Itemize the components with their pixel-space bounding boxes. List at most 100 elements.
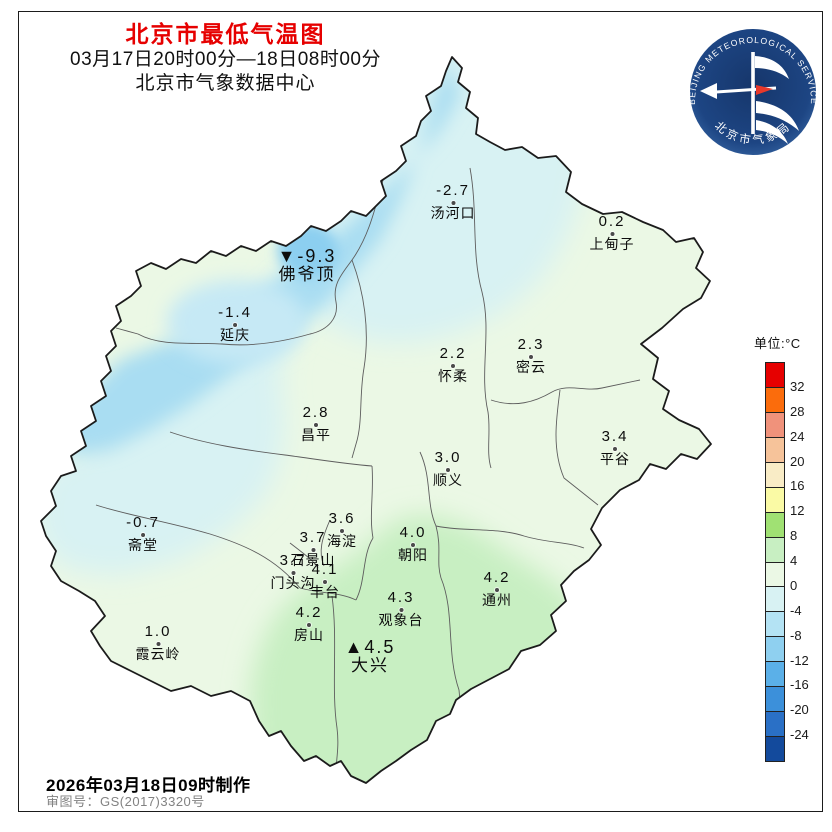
station-value: 4.2 xyxy=(483,569,511,586)
station-value: 0.2 xyxy=(598,213,626,230)
station-value: ▲4.5 xyxy=(344,637,396,657)
station-dot-icon xyxy=(291,571,295,575)
legend-color-block xyxy=(766,363,784,388)
station-value: 3.0 xyxy=(434,449,462,466)
station-shunyi: 3.0 顺义 xyxy=(433,450,463,488)
legend-tick-labels: 32 28 24 20 16 12 8 4 0 -4 -8 -12 -16 -20 -24 xyxy=(790,362,824,760)
legend-color-block xyxy=(766,587,784,613)
station-value: 3.7 xyxy=(299,529,327,546)
station-name: 观象台 xyxy=(378,612,424,628)
station-huairou: 2.2 怀柔 xyxy=(438,346,468,384)
station-value: 2.2 xyxy=(439,345,467,362)
legend-tick: 28 xyxy=(790,403,805,419)
legend-color-block xyxy=(766,537,784,563)
legend-color-block xyxy=(766,612,784,638)
station-dot-icon xyxy=(451,364,455,368)
station-value: 4.2 xyxy=(295,604,323,621)
station-dot-icon xyxy=(140,533,145,537)
station-zhaitang: -0.7 斋堂 xyxy=(126,515,160,553)
station-value: 2.3 xyxy=(517,336,545,353)
station-name: 石景山 xyxy=(290,552,336,568)
legend-tick: -16 xyxy=(790,677,809,693)
station-dot-icon xyxy=(451,201,455,205)
station-dot-icon xyxy=(311,548,315,552)
time-period: 03月17日20时00分—18日08时00分 xyxy=(70,49,381,70)
legend-unit-label: 单位:°C xyxy=(754,336,801,351)
shade-northwest-band xyxy=(60,60,460,455)
legend-color-block xyxy=(766,687,784,713)
station-dot-icon xyxy=(610,232,614,236)
station-shangdianzi: 0.2 上甸子 xyxy=(590,214,635,252)
station-dot-icon xyxy=(399,608,403,612)
station-name: 斋堂 xyxy=(127,537,158,553)
station-mentougou: 3.7 门头沟 xyxy=(271,553,316,591)
legend-tick: -12 xyxy=(790,652,809,668)
station-dot-icon xyxy=(314,423,318,427)
legend-tick: 16 xyxy=(790,478,805,494)
station-xiayunling: 1.0 霞云岭 xyxy=(136,624,181,662)
legend-tick: -8 xyxy=(790,627,802,643)
station-chaoyang: 4.0 朝阳 xyxy=(398,525,428,563)
station-dot-icon xyxy=(156,642,160,646)
station-fengtai: 4.1 丰台 xyxy=(310,562,340,600)
station-value: 3.6 xyxy=(328,510,356,527)
legend-color-block xyxy=(766,437,784,463)
station-changping: 2.8 昌平 xyxy=(301,405,331,443)
legend-tick: -4 xyxy=(790,602,802,618)
station-name: 海淀 xyxy=(327,533,357,549)
page-title: 北京市最低气温图 xyxy=(125,21,326,47)
legend-tick: 20 xyxy=(790,453,805,469)
station-name: 房山 xyxy=(294,627,324,643)
station-dot-icon xyxy=(411,543,415,547)
station-dot-icon xyxy=(613,447,617,451)
station-miyun: 2.3 密云 xyxy=(516,337,546,375)
station-value: -0.7 xyxy=(126,514,160,531)
station-guanxiangtai: 4.3 观象台 xyxy=(379,590,424,628)
station-value: 4.3 xyxy=(387,589,415,606)
station-name: 怀柔 xyxy=(438,368,468,384)
legend-tick: 8 xyxy=(790,528,798,544)
legend-color-block xyxy=(766,387,784,413)
legend-color-block xyxy=(766,462,784,488)
station-fangshan: 4.2 房山 xyxy=(294,605,324,643)
station-daxing: ▲4.5 大兴 xyxy=(345,637,396,675)
legend-color-block xyxy=(766,737,784,761)
legend-tick: -24 xyxy=(790,727,809,743)
legend-color-block xyxy=(766,562,784,588)
station-dot-icon xyxy=(232,323,237,327)
legend-color-block xyxy=(766,412,784,438)
legend-color-block xyxy=(766,637,784,663)
station-name: 延庆 xyxy=(219,327,250,343)
legend-tick: 32 xyxy=(790,378,805,394)
weather-vane-icon xyxy=(700,52,799,144)
legend-color-bar xyxy=(765,362,785,762)
station-value: 1.0 xyxy=(144,623,172,640)
legend-tick: 12 xyxy=(790,503,805,519)
legend-color-block xyxy=(766,662,784,688)
station-name: 昌平 xyxy=(301,427,331,443)
station-name: 通州 xyxy=(482,592,512,608)
legend-tick: -20 xyxy=(790,702,809,718)
station-name: 平谷 xyxy=(600,451,630,467)
station-shijingshan: 3.7 石景山 xyxy=(291,530,336,568)
station-value: 3.7 xyxy=(279,552,307,569)
station-dot-icon xyxy=(323,580,327,584)
station-name: 顺义 xyxy=(433,472,463,488)
station-haidian: 3.6 海淀 xyxy=(327,511,357,549)
station-name: 汤河口 xyxy=(430,205,476,221)
station-value: -2.7 xyxy=(436,182,470,199)
legend-tick: 4 xyxy=(790,553,798,568)
station-pinggu: 3.4 平谷 xyxy=(600,429,630,467)
station-value: 4.0 xyxy=(399,524,427,541)
station-value: 3.4 xyxy=(601,428,629,445)
station-name: 门头沟 xyxy=(270,575,316,591)
station-value: 4.1 xyxy=(311,561,339,578)
station-name: 丰台 xyxy=(310,584,340,600)
station-name: 密云 xyxy=(516,359,546,375)
station-dot-icon xyxy=(307,623,311,627)
legend-tick: 24 xyxy=(790,428,805,444)
station-value: -1.4 xyxy=(218,304,252,321)
station-name: 上甸子 xyxy=(589,236,635,252)
